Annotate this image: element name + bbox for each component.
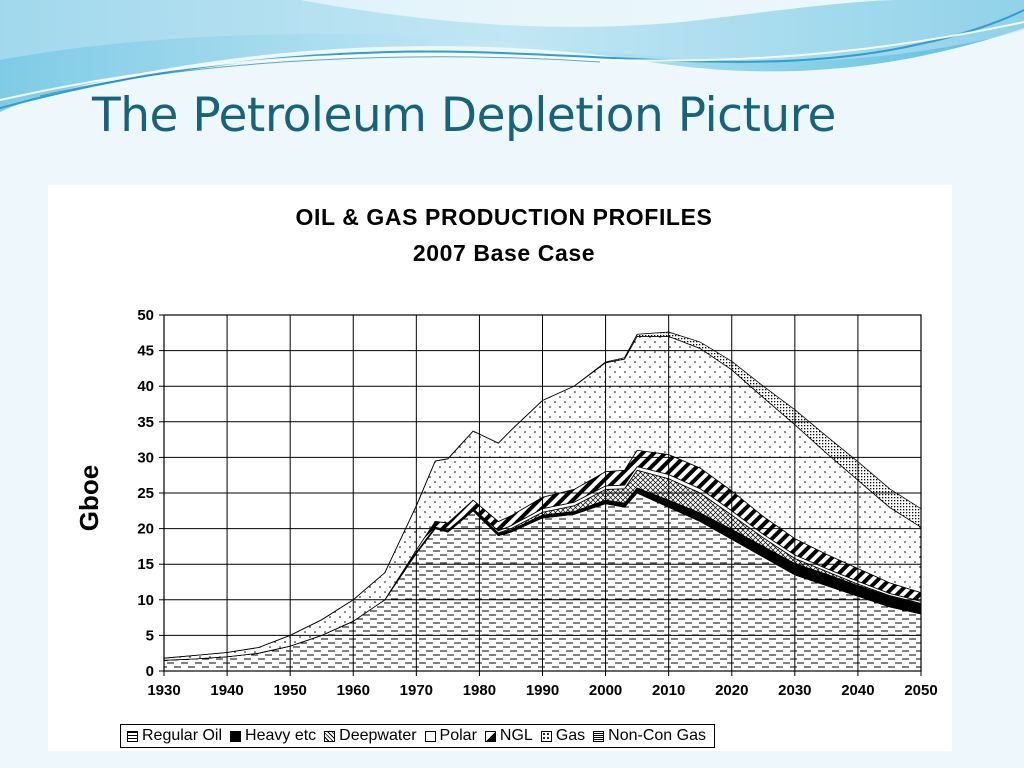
legend-swatch-polar (424, 730, 436, 742)
legend-label-ngl: NGL (499, 727, 533, 744)
legend-swatch-heavy-etc (230, 730, 242, 742)
legend-swatch-gas (540, 730, 552, 742)
y-tick-label: 50 (137, 307, 154, 324)
y-tick-label: 30 (137, 449, 154, 466)
legend-item-heavy-etc: Heavy etc (230, 727, 316, 745)
y-tick-label: 45 (137, 343, 154, 360)
decorative-wave-banner (0, 0, 1024, 112)
slide-title: The Petroleum Depletion Picture (92, 88, 836, 143)
legend-swatch-regular-oil (127, 730, 138, 742)
legend-swatch-deepwater (324, 730, 336, 742)
legend-label-heavy-etc: Heavy etc (245, 727, 317, 744)
axes: 0 5 10 15 20 25 30 35 40 45 50 1930 1940 1950 1960 1970… (137, 307, 937, 699)
legend-item-regular-oil: Regular Oil (127, 727, 222, 745)
x-tick-label: 2040 (841, 682, 874, 699)
x-tick-label: 1990 (526, 682, 559, 699)
legend-item-gas: Gas (540, 727, 586, 745)
x-tick-label: 1980 (463, 682, 496, 699)
chart-panel: OIL & GAS PRODUCTION PROFILES 2007 Base … (48, 185, 952, 751)
legend-label-gas: Gas (555, 727, 586, 744)
x-tick-label: 2020 (715, 682, 748, 699)
legend-label-regular-oil: Regular Oil (142, 727, 223, 744)
legend-label-polar: Polar (439, 727, 477, 744)
x-tick-label: 2050 (904, 682, 937, 699)
y-tick-label: 40 (137, 378, 154, 395)
production-profile-chart: OIL & GAS PRODUCTION PROFILES 2007 Base … (74, 204, 938, 699)
legend-item-deepwater: Deepwater (324, 727, 417, 745)
legend-label-deepwater: Deepwater (339, 727, 417, 744)
legend-item-polar: Polar (424, 727, 477, 745)
x-tick-label: 2030 (778, 682, 811, 699)
x-tick-label: 1970 (400, 682, 433, 699)
x-tick-label: 1960 (337, 682, 370, 699)
y-tick-label: 10 (137, 592, 154, 609)
y-tick-label: 15 (137, 556, 154, 573)
y-tick-label: 5 (146, 627, 154, 644)
x-tick-label: 1930 (147, 682, 180, 699)
x-tick-label: 1950 (273, 682, 306, 699)
y-tick-label: 25 (137, 485, 154, 502)
y-axis-label: Gboe (74, 465, 104, 531)
chart-legend: Regular Oil Heavy etc Deepwater Polar NGL Gas… (120, 724, 715, 748)
y-tick-label: 35 (137, 414, 154, 431)
legend-label-non-con-gas: Non-Con Gas (608, 727, 706, 744)
legend-item-non-con-gas: Non-Con Gas (593, 727, 706, 745)
chart-subtitle: 2007 Base Case (413, 240, 595, 266)
x-tick-label: 2010 (652, 682, 685, 699)
legend-swatch-ngl (484, 730, 496, 742)
y-tick-label: 0 (146, 663, 154, 680)
legend-item-ngl: NGL (484, 727, 533, 745)
y-tick-label: 20 (137, 521, 154, 538)
x-tick-label: 2000 (589, 682, 622, 699)
legend-swatch-non-con-gas (593, 730, 605, 742)
chart-title: OIL & GAS PRODUCTION PROFILES (296, 204, 713, 230)
x-tick-label: 1940 (210, 682, 243, 699)
